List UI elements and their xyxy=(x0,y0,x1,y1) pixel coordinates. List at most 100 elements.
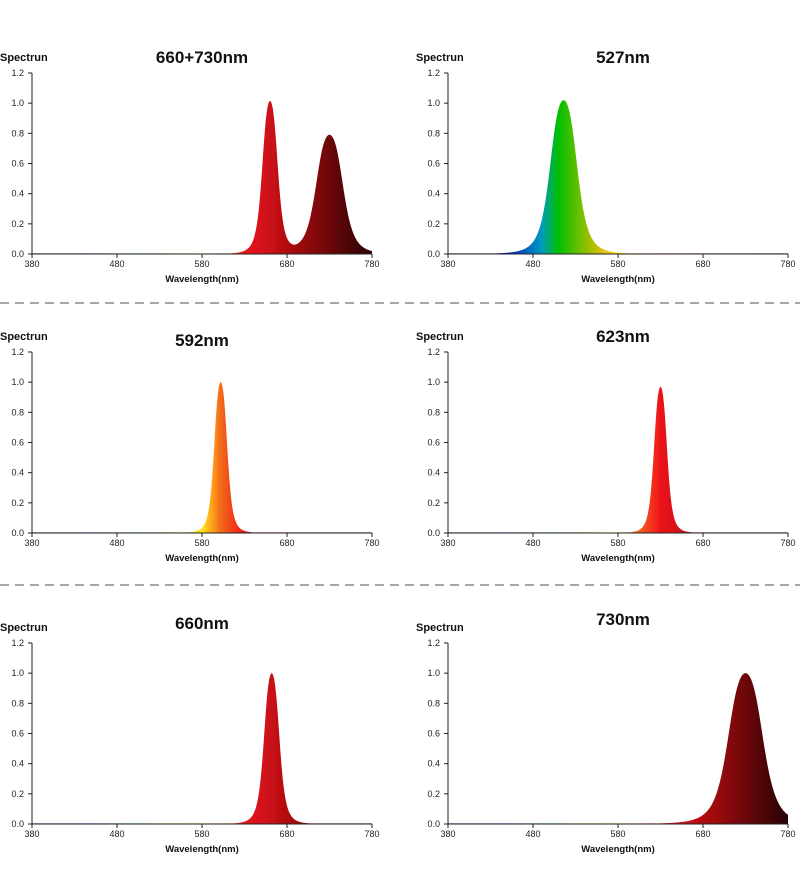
x-axis-label: Wavelength(nm) xyxy=(165,844,239,855)
y-tick-label: 0.2 xyxy=(427,498,440,508)
x-tick-label: 580 xyxy=(194,259,209,269)
y-tick-label: 0.0 xyxy=(11,819,24,829)
x-tick-label: 780 xyxy=(364,829,379,839)
y-tick-label: 0.0 xyxy=(427,249,440,259)
y-tick-label: 1.2 xyxy=(427,68,440,78)
y-tick-label: 0.0 xyxy=(427,819,440,829)
x-tick-label: 680 xyxy=(279,829,294,839)
y-tick-label: 0.6 xyxy=(427,729,440,739)
y-tick-label: 1.2 xyxy=(11,638,24,648)
y-tick-label: 0.4 xyxy=(427,759,440,769)
y-axis-label: Spectrun xyxy=(416,331,464,343)
spectrum-area xyxy=(32,100,372,254)
x-tick-label: 780 xyxy=(780,829,795,839)
x-tick-label: 680 xyxy=(695,829,710,839)
spectrum-chart-2: 527nm Spectrun 0.0 0.2 0.4 0.6 0.8 1.0 1.2 380 480… xyxy=(416,48,796,285)
y-tick-label: 1.0 xyxy=(427,98,440,108)
y-tick-label: 0.8 xyxy=(427,128,440,138)
x-tick-label: 680 xyxy=(279,259,294,269)
x-tick-label: 680 xyxy=(695,259,710,269)
spectrum-area xyxy=(448,386,788,533)
y-tick-label: 1.2 xyxy=(427,638,440,648)
spectrum-chart-4: 623nm Spectrun 0.0 0.2 0.4 0.6 0.8 1.0 1.2 380 480… xyxy=(416,327,796,564)
y-tick-label: 1.0 xyxy=(11,377,24,387)
x-tick-label: 780 xyxy=(780,259,795,269)
x-axis-label: Wavelength(nm) xyxy=(165,274,239,285)
x-tick-label: 480 xyxy=(525,829,540,839)
x-tick-label: 380 xyxy=(440,538,455,548)
y-tick-label: 0.0 xyxy=(427,528,440,538)
chart-title: 527nm xyxy=(596,48,650,67)
y-tick-label: 0.2 xyxy=(11,498,24,508)
spectrum-chart-1: 660+730nm Spectrun 0.0 0.2 0.4 0.6 0.8 1.0 1.2 38… xyxy=(0,48,380,285)
y-tick-label: 0.6 xyxy=(427,438,440,448)
x-tick-label: 580 xyxy=(194,829,209,839)
spectrum-chart-3: 592nm Spectrun 0.0 0.2 0.4 0.6 0.8 1.0 1.2 380 480… xyxy=(0,331,380,564)
y-tick-label: 1.0 xyxy=(11,98,24,108)
y-tick-label: 1.0 xyxy=(11,668,24,678)
x-tick-label: 580 xyxy=(610,538,625,548)
x-tick-label: 380 xyxy=(440,829,455,839)
x-axis-label: Wavelength(nm) xyxy=(581,844,655,855)
x-tick-label: 380 xyxy=(24,829,39,839)
x-tick-label: 480 xyxy=(525,538,540,548)
spectrum-chart-5: 660nm Spectrun 0.0 0.2 0.4 0.6 0.8 1.0 1.2 380 480… xyxy=(0,614,380,855)
y-tick-label: 0.6 xyxy=(427,159,440,169)
x-axis-label: Wavelength(nm) xyxy=(165,553,239,564)
x-axis-label: Wavelength(nm) xyxy=(581,274,655,285)
chart-title: 660nm xyxy=(175,614,229,633)
y-tick-label: 0.0 xyxy=(11,528,24,538)
spectrum-chart-6: 730nm Spectrun 0.0 0.2 0.4 0.6 0.8 1.0 1.2 380 480… xyxy=(416,610,796,855)
x-tick-label: 480 xyxy=(109,829,124,839)
chart-title: 730nm xyxy=(596,610,650,629)
chart-title: 623nm xyxy=(596,327,650,346)
y-tick-label: 0.4 xyxy=(11,468,24,478)
x-tick-label: 380 xyxy=(24,259,39,269)
x-axis-label: Wavelength(nm) xyxy=(581,553,655,564)
y-tick-label: 0.8 xyxy=(11,698,24,708)
chart-title: 592nm xyxy=(175,331,229,350)
y-tick-label: 1.2 xyxy=(427,347,440,357)
y-axis-label: Spectrun xyxy=(416,52,464,64)
x-tick-label: 580 xyxy=(610,259,625,269)
y-tick-label: 0.8 xyxy=(11,407,24,417)
x-tick-label: 780 xyxy=(780,538,795,548)
y-tick-label: 0.6 xyxy=(11,729,24,739)
x-tick-label: 480 xyxy=(109,259,124,269)
x-tick-label: 780 xyxy=(364,259,379,269)
y-tick-label: 0.2 xyxy=(11,219,24,229)
y-axis-label: Spectrun xyxy=(0,331,48,343)
y-axis-label: Spectrun xyxy=(0,622,48,634)
chart-title: 660+730nm xyxy=(156,48,248,67)
spectrum-area xyxy=(448,100,788,255)
y-axis-label: Spectrun xyxy=(0,52,48,64)
x-tick-label: 580 xyxy=(194,538,209,548)
x-tick-label: 680 xyxy=(695,538,710,548)
y-tick-label: 0.8 xyxy=(427,698,440,708)
y-tick-label: 1.0 xyxy=(427,668,440,678)
x-tick-label: 380 xyxy=(24,538,39,548)
y-tick-label: 0.4 xyxy=(427,189,440,199)
y-tick-label: 0.4 xyxy=(11,189,24,199)
spectrum-area xyxy=(32,673,372,824)
x-tick-label: 480 xyxy=(525,259,540,269)
y-tick-label: 0.2 xyxy=(427,219,440,229)
y-tick-label: 0.8 xyxy=(427,407,440,417)
y-tick-label: 0.6 xyxy=(11,159,24,169)
x-tick-label: 480 xyxy=(109,538,124,548)
y-tick-label: 1.2 xyxy=(11,347,24,357)
y-tick-label: 0.4 xyxy=(11,759,24,769)
y-tick-label: 1.2 xyxy=(11,68,24,78)
y-tick-label: 0.2 xyxy=(11,789,24,799)
y-tick-label: 0.4 xyxy=(427,468,440,478)
x-tick-label: 680 xyxy=(279,538,294,548)
y-tick-label: 0.8 xyxy=(11,128,24,138)
y-axis-label: Spectrun xyxy=(416,622,464,634)
y-tick-label: 0.6 xyxy=(11,438,24,448)
x-tick-label: 380 xyxy=(440,259,455,269)
y-tick-label: 0.0 xyxy=(11,249,24,259)
x-tick-label: 780 xyxy=(364,538,379,548)
y-tick-label: 1.0 xyxy=(427,377,440,387)
spectrum-area xyxy=(32,382,372,533)
